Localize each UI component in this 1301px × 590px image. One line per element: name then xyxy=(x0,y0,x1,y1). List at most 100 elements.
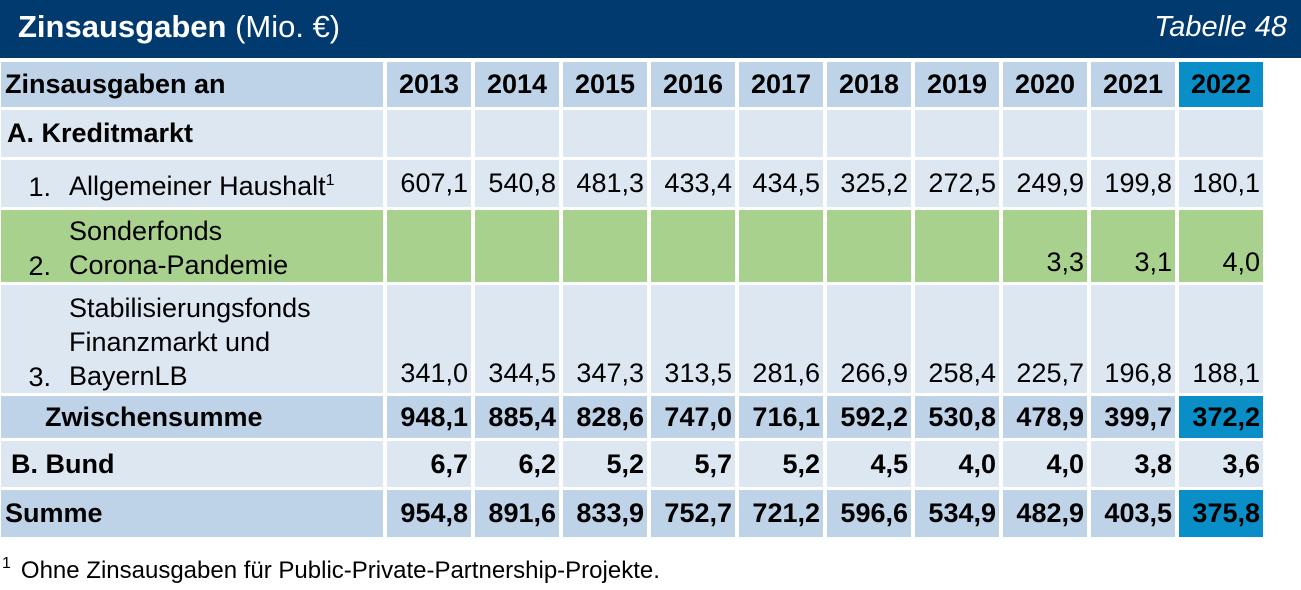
empty-cell xyxy=(475,110,559,157)
value-cell: 313,5 xyxy=(651,285,735,393)
footnote-mark: 1 xyxy=(2,555,11,572)
bund-value: 4,5 xyxy=(827,441,911,487)
value-cell: 341,0 xyxy=(387,285,471,393)
total-label: Summe xyxy=(1,490,383,537)
bund-value: 5,2 xyxy=(563,441,647,487)
year-header: 2015 xyxy=(563,62,647,107)
total-value: 482,9 xyxy=(1003,490,1087,537)
total-value: 891,6 xyxy=(475,490,559,537)
year-header: 2017 xyxy=(739,62,823,107)
value-cell: 3,3 xyxy=(1003,210,1087,282)
value-cell xyxy=(739,210,823,282)
value-cell: 225,7 xyxy=(1003,285,1087,393)
total-value: 403,5 xyxy=(1091,490,1175,537)
bund-value: 3,8 xyxy=(1091,441,1175,487)
row-text-line-wrap: Allgemeiner Haushalt1 xyxy=(69,164,335,203)
value-cell: 196,8 xyxy=(1091,285,1175,393)
row-number: 3. xyxy=(5,362,69,393)
header-row: Zinsausgaben an 2013 2014 2015 2016 2017 2018 2… xyxy=(1,62,1263,107)
value-cell: 607,1 xyxy=(387,160,471,207)
row-item: 1. Allgemeiner Haushalt1 xyxy=(5,164,379,203)
total-value: 534,9 xyxy=(915,490,999,537)
row-item: 3. Stabilisierungsfonds Finanzmarkt und Bay… xyxy=(5,291,379,393)
empty-cell xyxy=(827,110,911,157)
bund-value: 6,2 xyxy=(475,441,559,487)
value-cell: 433,4 xyxy=(651,160,735,207)
year-header: 2019 xyxy=(915,62,999,107)
value-cell: 4,0 xyxy=(1179,210,1263,282)
table-row: 2. Sonderfonds Corona-Pandemie 3,3 3,1 4,0 xyxy=(1,210,1263,282)
subtotal-value: 716,1 xyxy=(739,396,823,438)
value-cell: 249,9 xyxy=(1003,160,1087,207)
row-text-line: Allgemeiner Haushalt xyxy=(69,171,326,201)
row-text-line: Corona-Pandemie xyxy=(69,248,288,282)
row-text-line: Sonderfonds xyxy=(69,214,288,248)
value-cell: 258,4 xyxy=(915,285,999,393)
total-value: 752,7 xyxy=(651,490,735,537)
footnote-ref: 1 xyxy=(326,172,335,189)
year-header: 2020 xyxy=(1003,62,1087,107)
value-cell: 540,8 xyxy=(475,160,559,207)
value-cell xyxy=(387,210,471,282)
year-header: 2022 xyxy=(1179,62,1263,107)
title-unit: (Mio. €) xyxy=(235,9,340,44)
table-row: 1. Allgemeiner Haushalt1 607,1 540,8 481,3 43… xyxy=(1,160,1263,207)
table-number: Tabelle 48 xyxy=(1154,11,1287,44)
value-cell: 481,3 xyxy=(563,160,647,207)
title-main: Zinsausgaben xyxy=(18,9,226,44)
empty-cell xyxy=(387,110,471,157)
subtotal-value: 948,1 xyxy=(387,396,471,438)
row-text-line: Stabilisierungsfonds xyxy=(69,291,311,325)
empty-cell xyxy=(1003,110,1087,157)
value-cell xyxy=(475,210,559,282)
subtotal-label: Zwischensumme xyxy=(1,396,383,438)
header-label: Zinsausgaben an xyxy=(1,62,383,107)
empty-cell xyxy=(739,110,823,157)
value-cell: 199,8 xyxy=(1091,160,1175,207)
empty-cell xyxy=(915,110,999,157)
subtotal-row: Zwischensumme 948,1 885,4 828,6 747,0 716,1 59… xyxy=(1,396,1263,438)
value-cell xyxy=(651,210,735,282)
row-item: 2. Sonderfonds Corona-Pandemie xyxy=(5,214,379,282)
value-cell: 347,3 xyxy=(563,285,647,393)
empty-cell xyxy=(651,110,735,157)
empty-cell xyxy=(563,110,647,157)
subtotal-value: 592,2 xyxy=(827,396,911,438)
row-number: 1. xyxy=(5,172,69,203)
row-label: 3. Stabilisierungsfonds Finanzmarkt und Bay… xyxy=(1,285,383,393)
bund-value: 4,0 xyxy=(915,441,999,487)
value-cell: 325,2 xyxy=(827,160,911,207)
year-header: 2018 xyxy=(827,62,911,107)
total-value: 954,8 xyxy=(387,490,471,537)
year-header: 2014 xyxy=(475,62,559,107)
value-cell: 344,5 xyxy=(475,285,559,393)
value-cell: 272,5 xyxy=(915,160,999,207)
row-label: 2. Sonderfonds Corona-Pandemie xyxy=(1,210,383,282)
year-header: 2021 xyxy=(1091,62,1175,107)
subtotal-value: 478,9 xyxy=(1003,396,1087,438)
table-row: 3. Stabilisierungsfonds Finanzmarkt und Bay… xyxy=(1,285,1263,393)
subtotal-value: 747,0 xyxy=(651,396,735,438)
total-value: 375,8 xyxy=(1179,490,1263,537)
bund-value: 5,7 xyxy=(651,441,735,487)
empty-cell xyxy=(1179,110,1263,157)
interest-expenditure-table: Zinsausgaben an 2013 2014 2015 2016 2017 2018 2… xyxy=(0,59,1267,540)
subtotal-value: 530,8 xyxy=(915,396,999,438)
value-cell xyxy=(827,210,911,282)
value-cell: 3,1 xyxy=(1091,210,1175,282)
row-text-line: BayernLB xyxy=(69,359,311,393)
bund-value: 5,2 xyxy=(739,441,823,487)
subtotal-value: 399,7 xyxy=(1091,396,1175,438)
subtotal-value: 828,6 xyxy=(563,396,647,438)
footnote: 1 Ohne Zinsausgaben für Public-Private-Pa… xyxy=(2,555,660,585)
row-label: 1. Allgemeiner Haushalt1 xyxy=(1,160,383,207)
row-text: Stabilisierungsfonds Finanzmarkt und Bayer… xyxy=(69,291,311,393)
value-cell: 180,1 xyxy=(1179,160,1263,207)
total-row: Summe 954,8 891,6 833,9 752,7 721,2 596,6 534,9… xyxy=(1,490,1263,537)
bund-value: 3,6 xyxy=(1179,441,1263,487)
bund-value: 6,7 xyxy=(387,441,471,487)
row-number: 2. xyxy=(5,251,69,282)
total-value: 833,9 xyxy=(563,490,647,537)
row-text-line: Finanzmarkt und xyxy=(69,325,311,359)
